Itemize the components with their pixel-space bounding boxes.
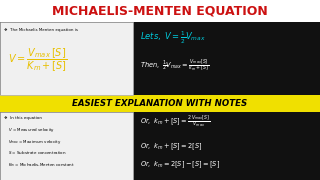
Text: $S$ = Substrate concentration: $S$ = Substrate concentration xyxy=(8,150,67,156)
Text: ❖  In this equation: ❖ In this equation xyxy=(4,116,42,120)
Text: $\mathit{Or},\ k_m+[S] = 2[S]$: $\mathit{Or},\ k_m+[S] = 2[S]$ xyxy=(140,142,203,152)
Text: $V = \dfrac{V_{max}\,[S]}{K_m+[S]}$: $V = \dfrac{V_{max}\,[S]}{K_m+[S]}$ xyxy=(8,47,68,73)
Bar xyxy=(0,112,133,180)
Bar xyxy=(0,95,320,112)
Text: ❖  The Michaelis Menten equation is: ❖ The Michaelis Menten equation is xyxy=(4,28,78,32)
Text: $\mathit{Then},\ \frac{1}{2}V_{max} = \frac{V_{max}[S]}{k_m+[S]}$: $\mathit{Then},\ \frac{1}{2}V_{max} = \f… xyxy=(140,57,209,73)
Text: MICHAELIS-MENTEN EQUATION: MICHAELIS-MENTEN EQUATION xyxy=(52,4,268,17)
Text: $V_{max}$ = Maximum velocity: $V_{max}$ = Maximum velocity xyxy=(8,138,61,146)
Text: $V$ = Measured velocity: $V$ = Measured velocity xyxy=(8,126,55,134)
Bar xyxy=(0,22,133,95)
Text: $\mathit{Or},\ k_m+[S] = \frac{2\,V_{max}[S]}{V_{max}}$: $\mathit{Or},\ k_m+[S] = \frac{2\,V_{max… xyxy=(140,114,210,130)
Text: $\mathit{Or},\ k_m = 2[S]-[S] = [S]$: $\mathit{Or},\ k_m = 2[S]-[S] = [S]$ xyxy=(140,160,220,170)
Text: $\mathit{Lets},\ V = \frac{1}{2}V_{max}$: $\mathit{Lets},\ V = \frac{1}{2}V_{max}$ xyxy=(140,30,206,46)
Text: EASIEST EXPLANATION WITH NOTES: EASIEST EXPLANATION WITH NOTES xyxy=(72,99,248,108)
Bar xyxy=(0,0,320,22)
Text: $K_m$ = Michaelis-Menten constant: $K_m$ = Michaelis-Menten constant xyxy=(8,161,75,169)
